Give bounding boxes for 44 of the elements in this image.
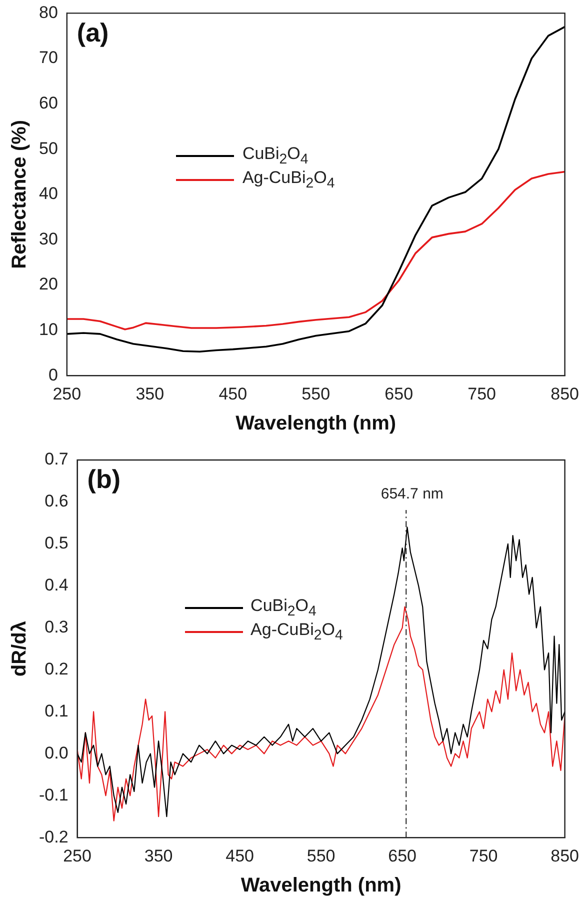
y-tick-label: 30 [38, 229, 58, 248]
y-tick-label: 0.0 [44, 743, 68, 762]
y-tick-label: 50 [38, 138, 58, 158]
x-tick-label: 550 [302, 384, 330, 404]
annotation: (b) [87, 464, 120, 494]
x-tick-label: 650 [384, 384, 414, 404]
x-tick-label: 550 [306, 846, 336, 866]
y-axis-title: Reflectance (%) [8, 120, 31, 269]
y-tick-label: 0 [48, 365, 58, 384]
x-tick-label: 650 [388, 846, 416, 866]
x-tick-label: 250 [52, 384, 82, 404]
y-tick-label: 0.4 [44, 576, 68, 595]
y-tick-label: 0.2 [44, 659, 68, 678]
x-tick-label: 750 [468, 384, 496, 404]
y-tick-label: 0.6 [44, 492, 68, 511]
x-tick-label: 750 [469, 846, 498, 866]
legend-label: CuBi$_{2}$O$_{4}$ [242, 144, 308, 168]
y-tick-label: 60 [38, 93, 58, 112]
y-tick-label: -0.1 [38, 785, 68, 804]
legend-label: CuBi$_{2}$O$_{4}$ [250, 596, 316, 620]
x-tick-label: 250 [63, 846, 92, 866]
y-tick-label: 0.7 [44, 450, 68, 469]
annotation: (a) [76, 17, 109, 48]
y-tick-label: 40 [38, 184, 58, 204]
y-tick-label: 0.1 [44, 701, 68, 720]
x-axis-title: Wavelength (nm) [236, 412, 396, 435]
x-axis-title: Wavelength (nm) [240, 874, 402, 897]
y-tick-label: 10 [38, 320, 58, 339]
ref-line-label: 654.7 nm [380, 486, 444, 503]
y-tick-label: 0.3 [44, 618, 68, 637]
x-tick-label: 450 [218, 384, 248, 404]
y-tick-label: 0.5 [44, 534, 68, 553]
x-tick-label: 450 [226, 846, 254, 866]
x-tick-label: 850 [550, 384, 580, 404]
y-axis-title: dR/dλ [8, 621, 31, 677]
y-tick-label: -0.2 [38, 827, 68, 846]
y-tick-label: 80 [38, 2, 58, 22]
legend-label: Ag-CuBi$_{2}$O$_{4}$ [242, 168, 335, 192]
x-tick-label: 850 [550, 846, 580, 866]
x-tick-label: 350 [144, 846, 173, 866]
x-tick-label: 350 [136, 384, 164, 404]
y-tick-label: 20 [38, 274, 58, 294]
y-tick-label: 70 [38, 48, 58, 68]
legend-label: Ag-CuBi$_{2}$O$_{4}$ [250, 620, 343, 644]
